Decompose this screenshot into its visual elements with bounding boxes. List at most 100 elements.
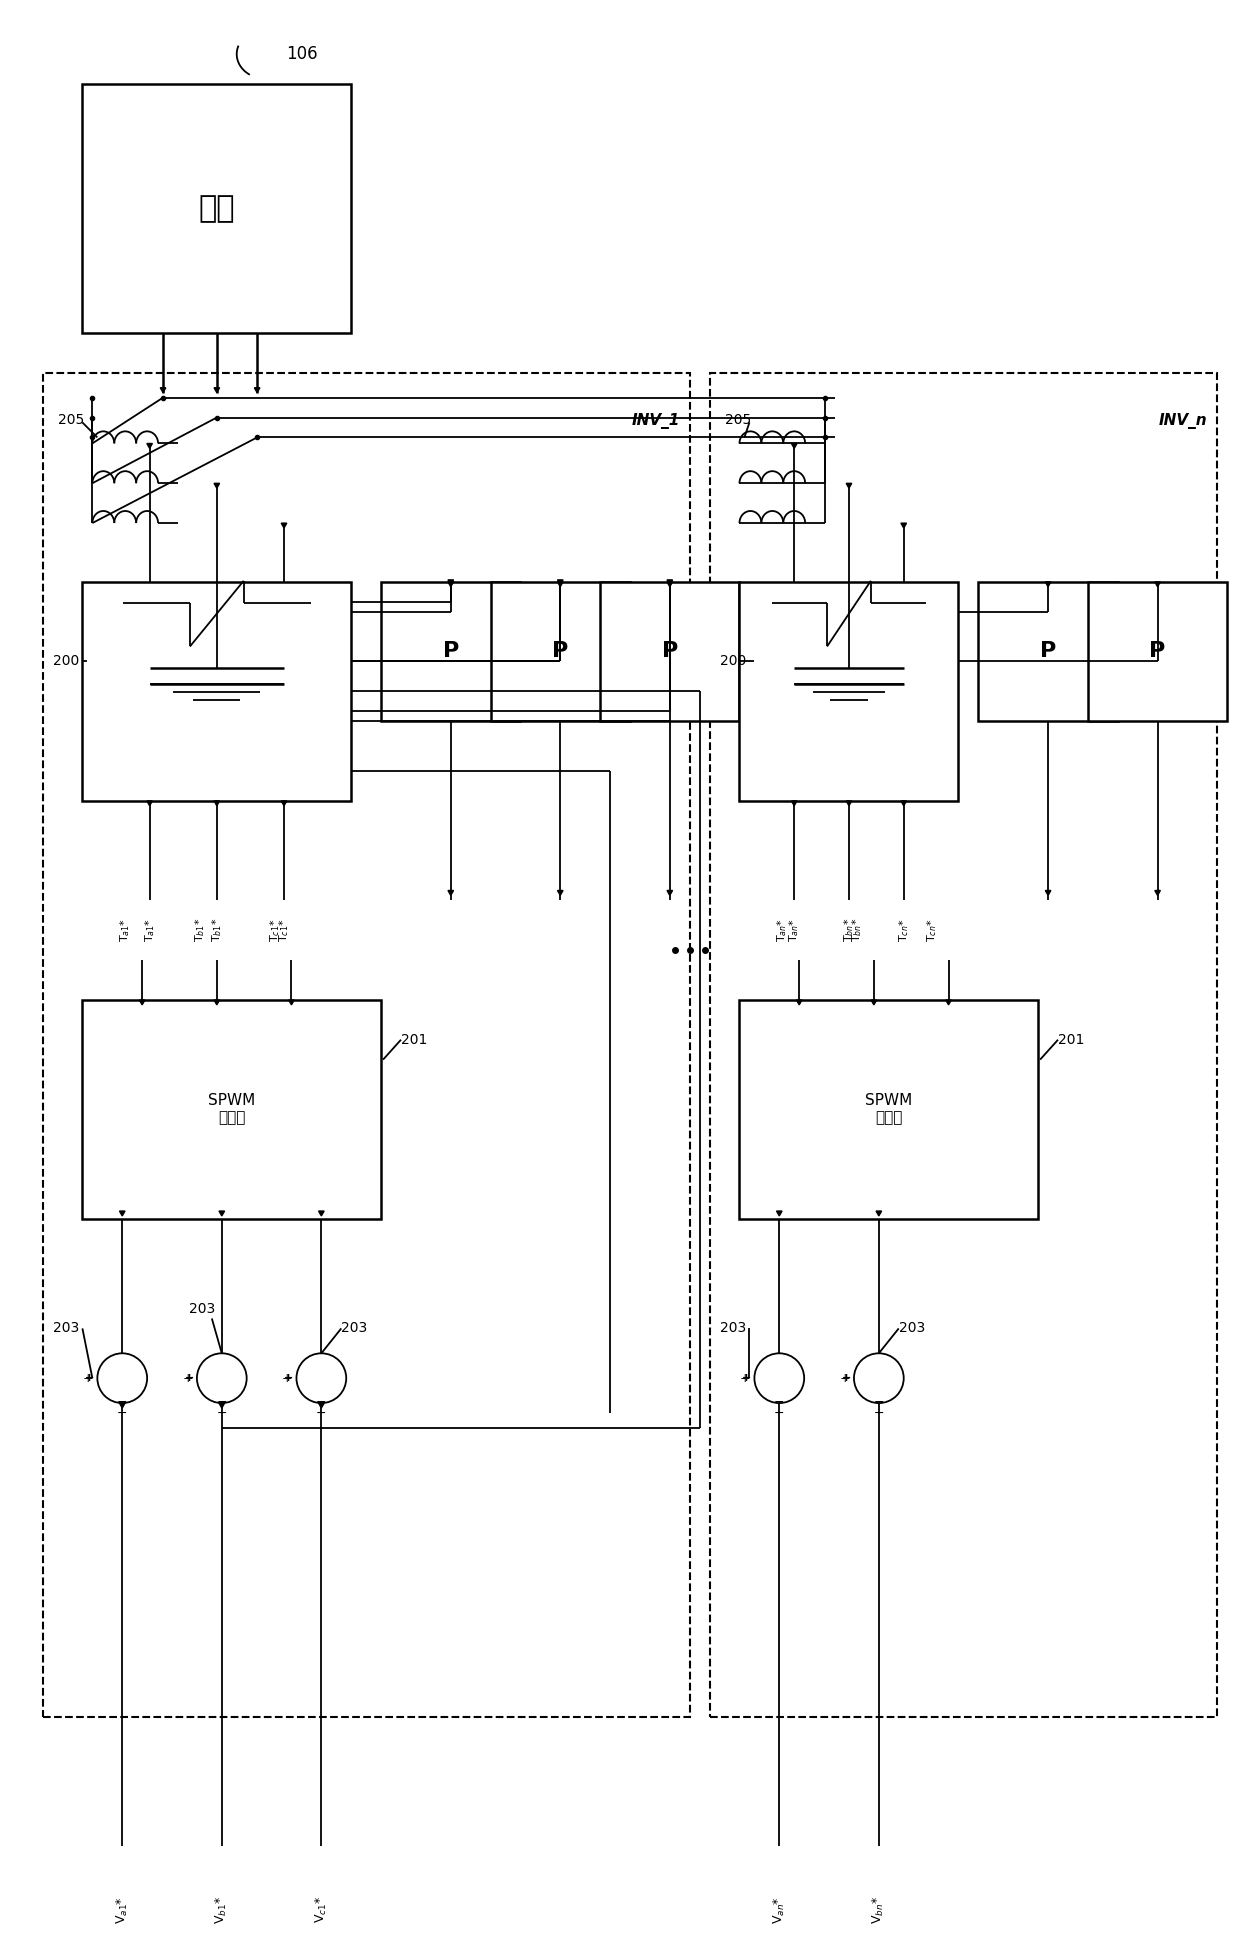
Text: T$_{c1}$*: T$_{c1}$* — [277, 919, 291, 942]
Text: −: − — [316, 1395, 326, 1409]
Text: SPWM
控制器: SPWM 控制器 — [208, 1093, 255, 1126]
Text: −: − — [774, 1407, 785, 1420]
Text: −: − — [774, 1395, 785, 1409]
Bar — [491, 581, 630, 722]
Bar — [82, 1001, 381, 1219]
Polygon shape — [146, 443, 153, 449]
Text: +: + — [185, 1374, 193, 1383]
Polygon shape — [215, 388, 219, 392]
Text: P: P — [662, 642, 678, 661]
Text: −: − — [874, 1395, 884, 1409]
Polygon shape — [139, 1001, 145, 1005]
Text: +: + — [839, 1372, 849, 1385]
Text: −: − — [117, 1407, 128, 1420]
Text: −: − — [874, 1407, 884, 1420]
Text: V$_{b1}$*: V$_{b1}$* — [215, 1896, 229, 1924]
Text: 马达: 马达 — [198, 193, 236, 222]
Polygon shape — [215, 484, 219, 488]
Text: T$_{cn}$*: T$_{cn}$* — [925, 919, 939, 942]
Text: T$_{an}$*: T$_{an}$* — [787, 919, 801, 942]
Text: +: + — [182, 1372, 193, 1385]
Polygon shape — [319, 1403, 324, 1409]
Polygon shape — [1045, 581, 1050, 587]
Polygon shape — [558, 581, 563, 587]
Polygon shape — [796, 1001, 802, 1005]
Text: P: P — [1040, 642, 1056, 661]
Text: +: + — [86, 1374, 94, 1383]
Polygon shape — [1154, 581, 1161, 587]
Text: 203: 203 — [188, 1301, 215, 1315]
Text: 200: 200 — [719, 654, 745, 669]
Polygon shape — [776, 1212, 782, 1215]
Bar — [978, 581, 1117, 722]
Bar — [42, 373, 689, 1717]
Bar — [82, 581, 351, 800]
Polygon shape — [870, 1001, 877, 1005]
Text: +: + — [743, 1374, 751, 1383]
Polygon shape — [215, 802, 219, 806]
Polygon shape — [946, 1001, 951, 1005]
Text: 203: 203 — [52, 1321, 79, 1334]
Polygon shape — [281, 802, 286, 806]
Polygon shape — [791, 443, 797, 449]
Polygon shape — [146, 802, 153, 806]
Text: T$_{b1}$*: T$_{b1}$* — [193, 919, 207, 942]
Text: +: + — [740, 1372, 750, 1385]
Polygon shape — [119, 1212, 125, 1215]
Text: −: − — [316, 1407, 326, 1420]
Text: T$_{b1}$*: T$_{b1}$* — [210, 919, 223, 942]
Polygon shape — [119, 1403, 125, 1409]
Text: INV_1: INV_1 — [631, 412, 680, 429]
Polygon shape — [667, 579, 672, 585]
Polygon shape — [901, 523, 906, 529]
Bar — [600, 581, 739, 722]
Bar — [82, 84, 351, 334]
Bar — [1087, 581, 1228, 722]
Polygon shape — [558, 890, 563, 896]
Text: 201: 201 — [401, 1032, 428, 1046]
Polygon shape — [1045, 890, 1050, 896]
Text: +: + — [281, 1372, 293, 1385]
Text: 200: 200 — [52, 654, 79, 669]
Text: P: P — [552, 642, 568, 661]
Polygon shape — [448, 890, 454, 896]
Text: 205: 205 — [724, 412, 750, 427]
Text: V$_{an}$*: V$_{an}$* — [771, 1896, 787, 1924]
Polygon shape — [1154, 890, 1161, 896]
Bar — [739, 581, 959, 800]
Text: 106: 106 — [286, 45, 319, 62]
Text: 203: 203 — [341, 1321, 367, 1334]
Text: V$_{a1}$*: V$_{a1}$* — [114, 1896, 130, 1924]
Text: T$_{c1}$*: T$_{c1}$* — [268, 919, 281, 942]
Polygon shape — [791, 802, 797, 806]
Polygon shape — [901, 802, 906, 806]
Polygon shape — [667, 581, 672, 587]
Polygon shape — [219, 1212, 224, 1215]
Text: V$_{c1}$*: V$_{c1}$* — [314, 1896, 329, 1924]
Polygon shape — [846, 484, 852, 488]
Text: +: + — [83, 1372, 93, 1385]
Bar — [709, 373, 1218, 1717]
Text: +: + — [284, 1374, 294, 1383]
Text: T$_{an}$*: T$_{an}$* — [775, 919, 789, 942]
Text: +: + — [842, 1374, 851, 1383]
Text: T$_{cn}$*: T$_{cn}$* — [897, 919, 910, 942]
Bar — [739, 1001, 1038, 1219]
Text: −: − — [217, 1395, 227, 1409]
Text: −: − — [217, 1407, 227, 1420]
Bar — [381, 581, 521, 722]
Polygon shape — [281, 523, 286, 529]
Text: P: P — [1149, 642, 1166, 661]
Text: V$_{bn}$*: V$_{bn}$* — [872, 1896, 887, 1924]
Text: 205: 205 — [57, 412, 84, 427]
Polygon shape — [215, 1001, 219, 1005]
Text: T$_{a1}$*: T$_{a1}$* — [143, 919, 156, 942]
Text: INV_n: INV_n — [1158, 412, 1208, 429]
Polygon shape — [219, 1403, 224, 1409]
Text: 203: 203 — [899, 1321, 925, 1334]
Polygon shape — [160, 388, 166, 392]
Text: T$_{bn}$*: T$_{bn}$* — [851, 919, 864, 942]
Polygon shape — [289, 1001, 294, 1005]
Text: P: P — [443, 642, 459, 661]
Text: SPWM
控制器: SPWM 控制器 — [866, 1093, 913, 1126]
